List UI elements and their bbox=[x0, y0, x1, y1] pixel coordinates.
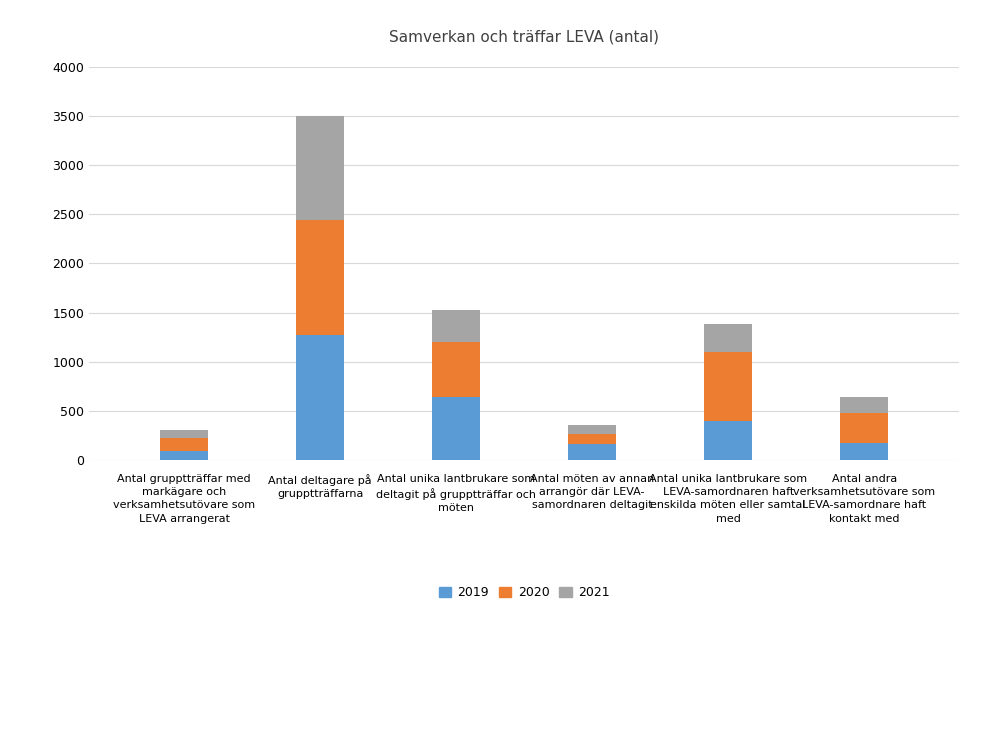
Bar bbox=[704, 352, 752, 421]
Bar bbox=[569, 444, 616, 460]
Bar bbox=[160, 430, 208, 439]
Bar bbox=[160, 451, 208, 460]
Bar bbox=[297, 116, 344, 220]
Bar bbox=[841, 413, 888, 443]
Legend: 2019, 2020, 2021: 2019, 2020, 2021 bbox=[435, 582, 613, 603]
Bar bbox=[704, 421, 752, 460]
Bar bbox=[569, 435, 616, 444]
Bar bbox=[432, 309, 480, 342]
Bar bbox=[841, 397, 888, 413]
Bar bbox=[432, 342, 480, 397]
Bar bbox=[160, 439, 208, 451]
Bar bbox=[297, 335, 344, 460]
Bar bbox=[432, 397, 480, 460]
Title: Samverkan och träffar LEVA (antal): Samverkan och träffar LEVA (antal) bbox=[389, 30, 660, 45]
Bar bbox=[569, 424, 616, 435]
Bar bbox=[297, 220, 344, 335]
Bar bbox=[841, 443, 888, 460]
Bar bbox=[704, 324, 752, 352]
